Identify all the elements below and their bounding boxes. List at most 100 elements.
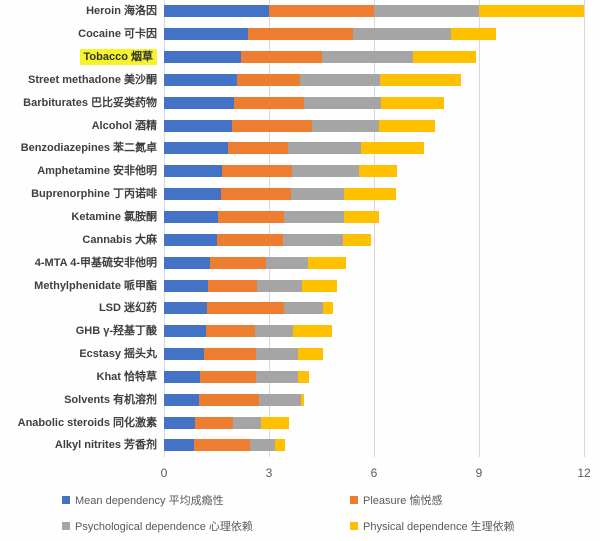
bar-segment	[256, 370, 299, 383]
bar-segment	[381, 96, 445, 109]
bar-segment	[217, 211, 285, 224]
bar-segment	[233, 416, 262, 429]
category-label: Tobacco 烟草	[0, 49, 164, 66]
bar-segment	[164, 416, 195, 429]
stacked-bar	[164, 302, 334, 315]
bar-segment	[164, 188, 222, 201]
bar-segment	[256, 348, 299, 361]
stacked-bar	[164, 211, 379, 224]
category-label: Ecstasy 摇头丸	[0, 347, 164, 361]
bar-row: LSD 迷幻药	[0, 297, 600, 320]
x-tick-label: 9	[475, 466, 483, 480]
stacked-bar	[164, 142, 425, 155]
stacked-bar	[164, 325, 332, 338]
bar-segment	[284, 211, 344, 224]
bar-segment	[269, 5, 374, 18]
bar-segment	[261, 416, 290, 429]
legend-item: Pleasure 愉悦感	[350, 492, 515, 508]
bar-segment	[302, 279, 338, 292]
category-label: Ketamine 氯胺酮	[0, 210, 164, 224]
bar-segment	[164, 302, 208, 315]
stacked-bar	[164, 96, 445, 109]
bar-segment	[321, 51, 413, 64]
category-label-text: Ecstasy 摇头丸	[79, 348, 157, 361]
category-label-text: Khat 恰特草	[96, 370, 158, 383]
bar-row: Benzodiazepines 苯二氮卓	[0, 137, 600, 160]
bar-segment	[412, 51, 476, 64]
category-label-text: Alcohol 酒精	[91, 119, 157, 132]
bar-segment	[164, 96, 235, 109]
bar-segment	[164, 348, 204, 361]
gridline	[164, 0, 165, 457]
bar-segment	[361, 142, 425, 155]
gridline	[269, 0, 270, 457]
bar-row: 4-MTA 4-甲基硫安非他明	[0, 251, 600, 274]
category-label: Buprenorphine 丁丙诺啡	[0, 187, 164, 201]
bar-segment	[207, 302, 285, 315]
stacked-bar	[164, 28, 497, 41]
category-label: Methylphenidate 哌甲酯	[0, 279, 164, 293]
bar-row: Heroin 海洛因	[0, 0, 600, 23]
bar-segment	[164, 211, 218, 224]
bar-row: Solvents 有机溶剂	[0, 388, 600, 411]
bar-segment	[274, 439, 286, 452]
legend-label: Pleasure 愉悦感	[363, 495, 443, 507]
bar-row: Street methadone 美沙酮	[0, 69, 600, 92]
category-label: 4-MTA 4-甲基硫安非他明	[0, 256, 164, 270]
stacked-bar	[164, 370, 309, 383]
bar-row: Cocaine 可卡因	[0, 23, 600, 46]
bar-segment	[292, 165, 359, 178]
bar-segment	[194, 416, 234, 429]
bar-segment	[258, 393, 301, 406]
bar-segment	[216, 233, 284, 246]
bar-row: Ecstasy 摇头丸	[0, 343, 600, 366]
bar-segment	[164, 279, 208, 292]
stacked-bar	[164, 393, 305, 406]
stacked-bar	[164, 73, 461, 86]
category-label: Anabolic steroids 同化激素	[0, 416, 164, 430]
legend-label: Psychological dependence 心理依赖	[75, 521, 253, 533]
bar-segment	[358, 165, 398, 178]
category-label: Heroin 海洛因	[0, 4, 164, 18]
category-label-text: Benzodiazepines 苯二氮卓	[20, 142, 157, 155]
bar-segment	[164, 393, 200, 406]
category-label: Solvents 有机溶剂	[0, 393, 164, 407]
x-tick-label: 3	[265, 466, 273, 480]
stacked-bar	[164, 256, 346, 269]
legend-label: Physical dependence 生理依赖	[363, 521, 515, 533]
bar-segment	[250, 439, 275, 452]
category-label-text: Cocaine 可卡因	[78, 28, 157, 41]
category-label-text: Solvents 有机溶剂	[64, 393, 157, 406]
bar-segment	[378, 119, 435, 132]
bar-segment	[203, 348, 257, 361]
bar-segment	[342, 233, 371, 246]
category-label-text: Ketamine 氯胺酮	[71, 211, 157, 224]
category-label: LSD 迷幻药	[0, 301, 164, 315]
x-tick-label: 12	[577, 466, 591, 480]
bar-row: Alcohol 酒精	[0, 114, 600, 137]
bar-segment	[199, 393, 259, 406]
category-label-text: Buprenorphine 丁丙诺啡	[31, 188, 157, 201]
stacked-bar	[164, 51, 476, 64]
bar-segment	[236, 73, 300, 86]
bar-segment	[200, 370, 257, 383]
legend-marker-square	[350, 496, 358, 504]
bar-segment	[164, 142, 229, 155]
legend-label: Mean dependency 平均成瘾性	[75, 495, 224, 507]
category-label-text: Anabolic steroids 同化激素	[17, 416, 157, 429]
bar-row: Anabolic steroids 同化激素	[0, 411, 600, 434]
bar-segment	[343, 188, 397, 201]
category-label-text: Street methadone 美沙酮	[28, 73, 157, 86]
stacked-bar	[164, 348, 323, 361]
bar-segment	[291, 188, 344, 201]
stacked-bar	[164, 416, 290, 429]
bar-row: Methylphenidate 哌甲酯	[0, 274, 600, 297]
stacked-bar	[164, 439, 286, 452]
bar-segment	[241, 51, 322, 64]
bar-segment	[164, 28, 248, 41]
gridline	[374, 0, 375, 457]
bar-segment	[205, 325, 255, 338]
bar-segment	[164, 439, 195, 452]
category-label-text: Methylphenidate 哌甲酯	[34, 279, 157, 292]
